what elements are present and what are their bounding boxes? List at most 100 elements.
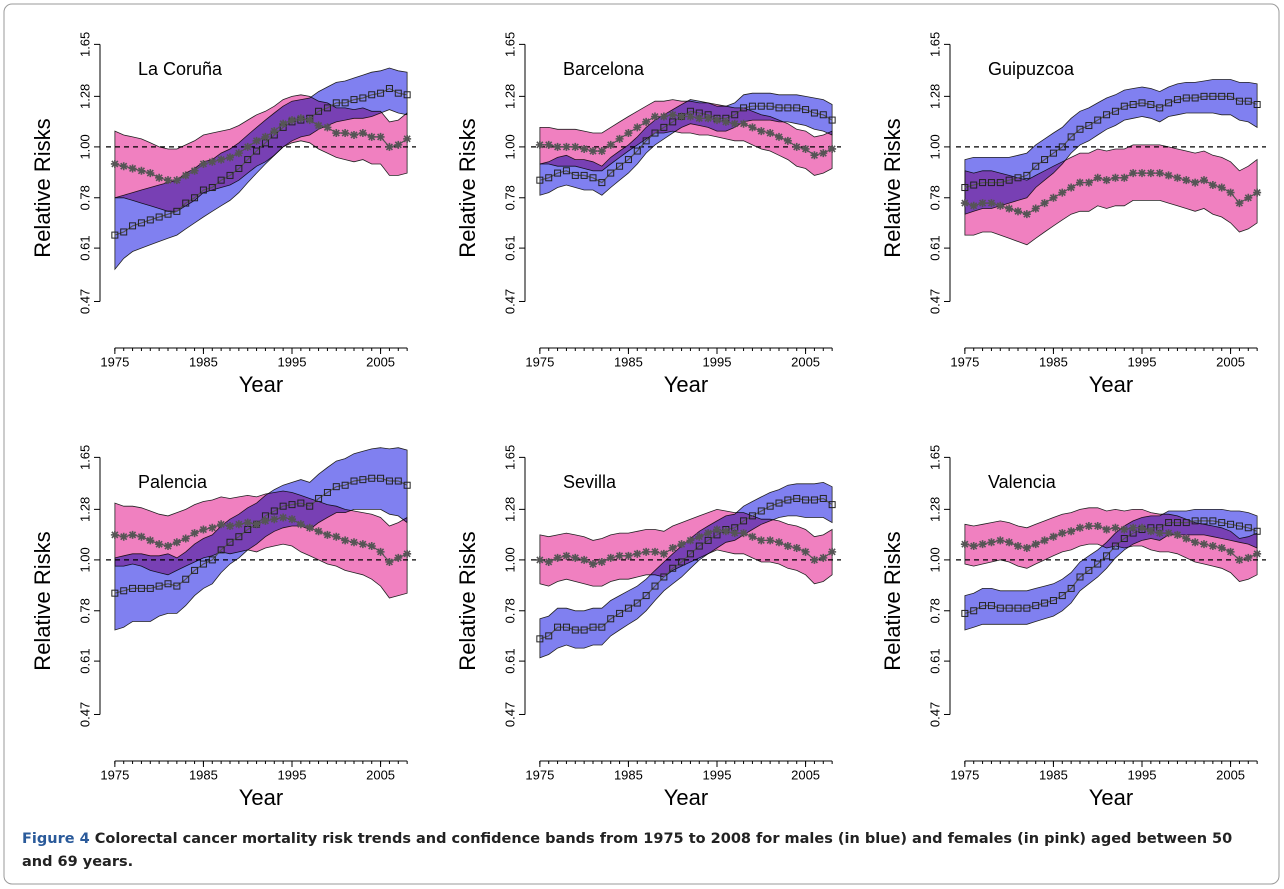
square-marker (554, 169, 562, 177)
square-marker (1200, 92, 1208, 100)
trend-line (539, 528, 833, 565)
y-tick-label: 0.47 (502, 702, 517, 727)
confidence-band (964, 507, 1258, 582)
square-marker (155, 582, 163, 590)
y-tick-label: 0.78 (502, 185, 517, 210)
star-marker (1253, 549, 1262, 558)
trend-line (114, 516, 408, 563)
trend-line (114, 117, 408, 181)
star-marker (1244, 193, 1253, 202)
star-marker (642, 117, 651, 126)
square-marker (1023, 171, 1031, 179)
square-marker (226, 171, 234, 179)
star-marker (589, 560, 597, 569)
star-marker (243, 518, 252, 527)
panel: 0.47 0.61 0.78 1.00 1.28 1.65 1975 1985 1995 2005… (30, 32, 416, 397)
square-marker (1227, 520, 1235, 528)
y-tick-label: 0.47 (927, 289, 942, 314)
star-marker (606, 140, 615, 149)
star-marker (978, 540, 987, 549)
y-tick-label: 1.28 (927, 497, 942, 522)
y-tick-label: 1.28 (502, 497, 517, 522)
star-marker (589, 147, 597, 156)
star-marker (1173, 173, 1182, 182)
y-tick-label: 0.47 (77, 289, 92, 314)
star-marker (1022, 210, 1031, 219)
star-marker (544, 140, 553, 149)
square-marker (1235, 522, 1243, 530)
square-marker (129, 222, 137, 230)
star-marker (261, 516, 270, 525)
star-marker (234, 149, 243, 158)
star-marker (146, 169, 155, 178)
star-marker (783, 136, 792, 145)
star-marker (730, 529, 739, 538)
star-marker (403, 134, 412, 143)
star-marker (1200, 176, 1208, 185)
square-marker (173, 582, 181, 590)
star-marker (1067, 183, 1076, 192)
x-tick-label: 2005 (366, 354, 395, 369)
trend-line (964, 525, 1258, 561)
square-marker (784, 496, 792, 504)
square-marker (1103, 552, 1111, 560)
star-marker (252, 136, 261, 145)
square-marker (359, 476, 367, 484)
star-marker (801, 144, 810, 153)
star-marker (704, 529, 713, 538)
square-marker (1182, 94, 1190, 102)
confidence-band (114, 94, 408, 212)
square-marker (766, 502, 774, 510)
square-marker (1200, 517, 1208, 525)
trend-line (539, 114, 833, 156)
square-marker (368, 474, 376, 482)
star-marker (1005, 204, 1014, 213)
x-tick-label: 2005 (791, 767, 820, 782)
square-marker (970, 607, 978, 615)
square-marker (1173, 96, 1181, 104)
square-marker (536, 635, 544, 643)
square-marker (146, 584, 154, 592)
square-marker (1014, 174, 1022, 182)
star-marker (597, 147, 606, 156)
square-marker (279, 502, 287, 510)
y-tick-label: 1.28 (77, 497, 92, 522)
square-marker (704, 536, 712, 544)
square-marker (182, 199, 190, 207)
square-marker (1120, 102, 1128, 110)
star-marker (252, 520, 261, 529)
star-marker (332, 532, 341, 541)
x-tick-label: 1985 (189, 767, 218, 782)
y-tick-label: 0.61 (502, 235, 517, 260)
star-marker (580, 555, 589, 564)
square-marker (819, 494, 827, 502)
star-marker (1120, 173, 1129, 182)
square-marker (332, 99, 340, 107)
star-marker (1138, 523, 1146, 532)
star-marker (341, 129, 350, 138)
star-marker (226, 522, 234, 531)
square-marker (633, 599, 641, 607)
star-marker (217, 155, 226, 164)
square-marker (359, 94, 367, 102)
square-marker (315, 494, 323, 502)
square-marker (217, 176, 225, 184)
square-marker (350, 477, 358, 485)
y-tick-label: 1.00 (927, 547, 942, 572)
figure-frame (3, 3, 1280, 885)
square-marker (731, 111, 739, 119)
star-marker (1111, 173, 1120, 182)
y-tick-label: 0.78 (77, 185, 92, 210)
square-marker (642, 137, 650, 145)
y-tick-label: 1.28 (77, 84, 92, 109)
square-marker (1120, 535, 1128, 543)
square-marker (1218, 519, 1226, 527)
square-marker (589, 174, 597, 182)
star-marker (261, 132, 270, 141)
star-marker (1217, 543, 1226, 552)
square-marker (120, 228, 128, 236)
square-marker (819, 111, 827, 119)
x-tick-label: 1995 (278, 767, 307, 782)
star-marker (332, 129, 341, 138)
